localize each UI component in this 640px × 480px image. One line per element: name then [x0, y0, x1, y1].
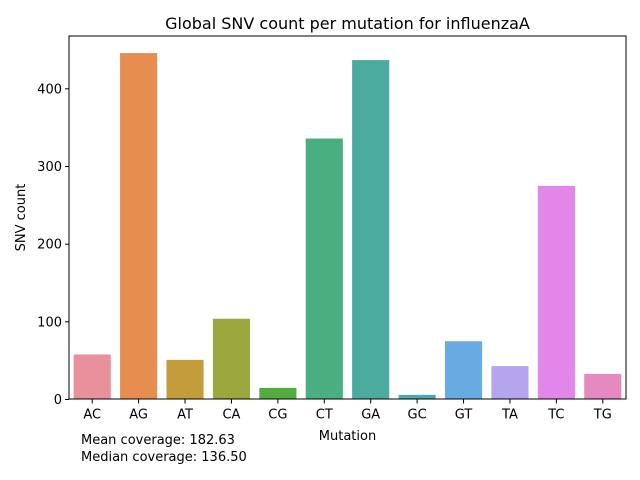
bar-ta — [491, 366, 529, 400]
x-tick-label: TG — [593, 408, 612, 423]
x-tick-label: AG — [129, 408, 148, 423]
bar-cg — [259, 387, 297, 400]
bar-ga — [352, 60, 390, 400]
y-axis-label: SNV count — [14, 184, 29, 252]
x-axis-label: Mutation — [319, 429, 376, 444]
x-tick-label: TA — [501, 408, 518, 423]
y-tick-label: 400 — [37, 82, 62, 97]
y-tick-label: 0 — [54, 393, 62, 408]
bar-ct — [305, 138, 343, 400]
x-tick-label: AC — [83, 408, 101, 423]
bar-ca — [212, 318, 251, 400]
median-coverage-note: Median coverage: 136.50 — [81, 450, 247, 465]
bar-tc — [537, 185, 575, 400]
y-tick-label: 300 — [37, 160, 62, 175]
mean-coverage-note: Mean coverage: 182.63 — [81, 433, 235, 448]
x-tick-label: CT — [316, 408, 333, 423]
bar-gc — [398, 394, 436, 400]
x-tick-label: TC — [547, 408, 564, 423]
y-tick-label: 200 — [37, 238, 62, 253]
bar-ac — [73, 354, 111, 400]
bar-gt — [444, 341, 483, 400]
bar-tg — [584, 373, 622, 400]
bar-at — [166, 359, 204, 400]
x-tick-label: GA — [361, 408, 380, 423]
y-tick-label: 100 — [37, 315, 62, 330]
chart-title: Global SNV count per mutation for influe… — [165, 14, 530, 33]
bar-ag — [120, 53, 158, 400]
x-ticks-group: AC AG AT CA CG CT GA GC GT TA TC TG — [83, 399, 612, 423]
x-tick-label: AT — [177, 408, 193, 423]
plot-frame — [68, 35, 627, 400]
y-ticks-group: 0 100 200 300 400 — [37, 82, 69, 408]
x-tick-label: CA — [222, 408, 240, 423]
x-tick-label: GC — [408, 408, 427, 423]
bars-group — [73, 53, 622, 400]
x-tick-label: GT — [455, 408, 473, 423]
x-tick-label: CG — [268, 408, 287, 423]
